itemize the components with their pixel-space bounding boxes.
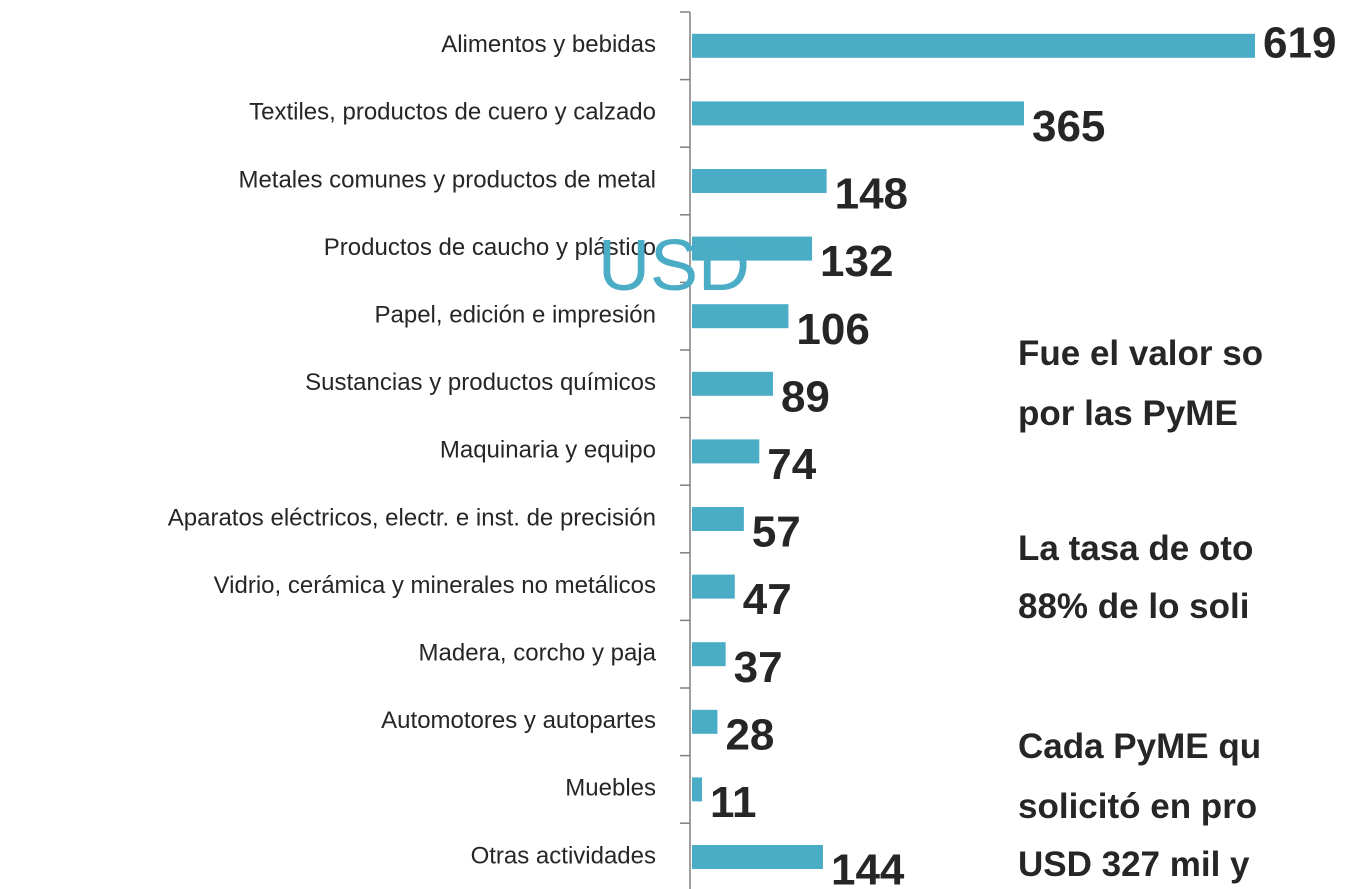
value-label: 619 — [1263, 18, 1336, 67]
category-label: Vidrio, cerámica y minerales no metálico… — [214, 572, 656, 599]
value-label: 37 — [734, 643, 783, 692]
category-label: Maquinaria y equipo — [440, 437, 656, 464]
category-label: Metales comunes y productos de metal — [238, 166, 656, 193]
bar — [692, 33, 1255, 58]
value-label: 89 — [781, 372, 830, 421]
bar — [692, 101, 1024, 126]
bar — [692, 709, 718, 734]
value-label: 28 — [725, 710, 774, 759]
value-label: 106 — [796, 305, 869, 354]
value-label: 132 — [820, 237, 893, 286]
category-label: Productos de caucho y plástico — [324, 234, 656, 261]
bar — [692, 371, 773, 396]
value-label: 57 — [752, 508, 801, 557]
bar — [692, 642, 726, 667]
category-label: Textiles, productos de cuero y calzado — [249, 99, 656, 126]
value-label: 47 — [743, 575, 792, 624]
category-label: Muebles — [565, 775, 656, 802]
annotation: Fue el valor so — [1018, 334, 1263, 373]
bar — [692, 304, 789, 329]
bar — [692, 777, 703, 802]
annotation: por las PyME — [1018, 394, 1238, 433]
bar — [692, 574, 735, 599]
value-label: 144 — [831, 846, 905, 889]
value-label: 365 — [1032, 102, 1105, 151]
category-label: Sustancias y productos químicos — [305, 369, 656, 396]
annotation: 88% de lo soli — [1018, 587, 1249, 626]
category-label: Alimentos y bebidas — [441, 31, 656, 58]
annotation: USD 327 mil y — [1018, 845, 1250, 884]
category-label: Aparatos eléctricos, electr. e inst. de … — [168, 504, 656, 531]
annotation: La tasa de oto — [1018, 529, 1253, 568]
headline: USD — [598, 226, 750, 306]
value-label: 74 — [767, 440, 816, 489]
value-label: 11 — [710, 778, 757, 827]
category-label: Automotores y autopartes — [381, 707, 656, 734]
category-label: Papel, edición e impresión — [375, 302, 657, 329]
category-label: Madera, corcho y paja — [419, 640, 657, 667]
value-label: 148 — [835, 170, 908, 219]
bar — [692, 845, 823, 869]
bar — [692, 439, 760, 464]
bar — [692, 507, 744, 531]
annotation: solicitó en pro — [1018, 787, 1257, 826]
bar — [692, 236, 813, 261]
annotation: Cada PyME qu — [1018, 727, 1261, 766]
category-label: Otras actividades — [471, 842, 656, 869]
bar — [692, 169, 827, 193]
